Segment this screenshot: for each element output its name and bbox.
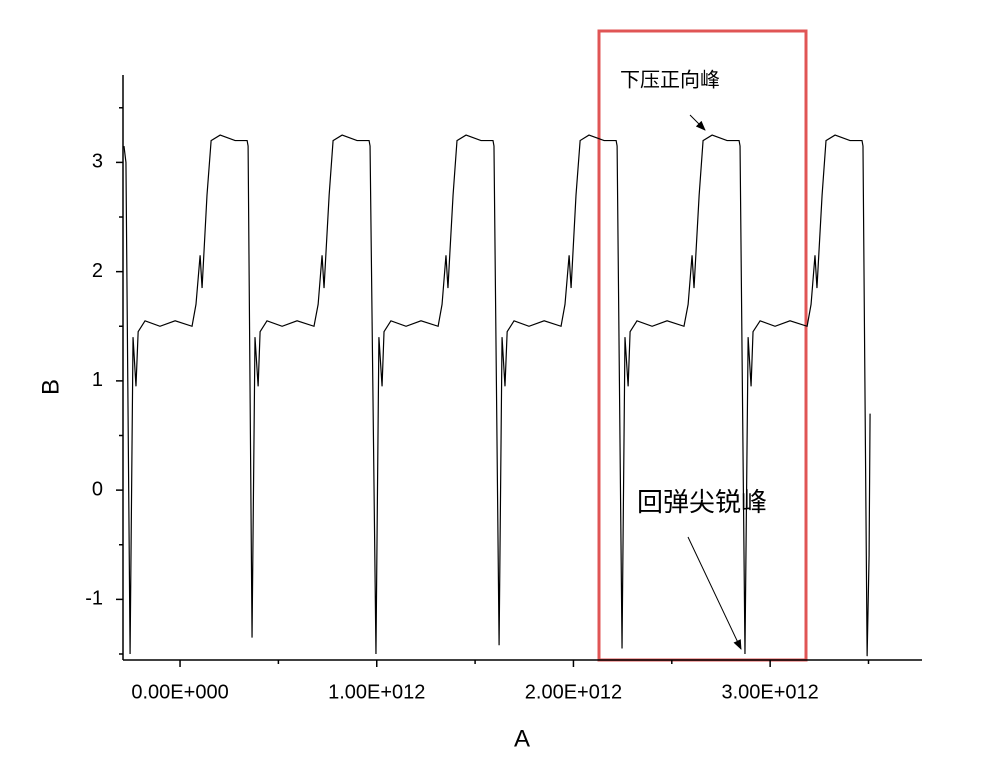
x-tick-label: 0.00E+000 xyxy=(131,681,228,703)
y-tick-label: 2 xyxy=(92,260,103,282)
y-tick-label: -1 xyxy=(85,588,103,610)
y-tick-label: 0 xyxy=(92,478,103,500)
annotation: 回弹尖锐峰 xyxy=(637,488,767,518)
data-line xyxy=(123,134,871,657)
y-tick-label: 1 xyxy=(92,369,103,391)
y-tick-label: 3 xyxy=(92,151,103,173)
x-tick-label: 3.00E+012 xyxy=(721,681,818,703)
x-tick-label: 1.00E+012 xyxy=(328,681,425,703)
x-tick-label: 2.00E+012 xyxy=(525,681,622,703)
annotation-arrow xyxy=(689,114,706,131)
annotation: 下压正向峰 xyxy=(620,68,720,92)
y-axis-title: B xyxy=(37,379,64,395)
annotation-arrow xyxy=(687,536,742,650)
x-axis-title: A xyxy=(514,725,530,752)
